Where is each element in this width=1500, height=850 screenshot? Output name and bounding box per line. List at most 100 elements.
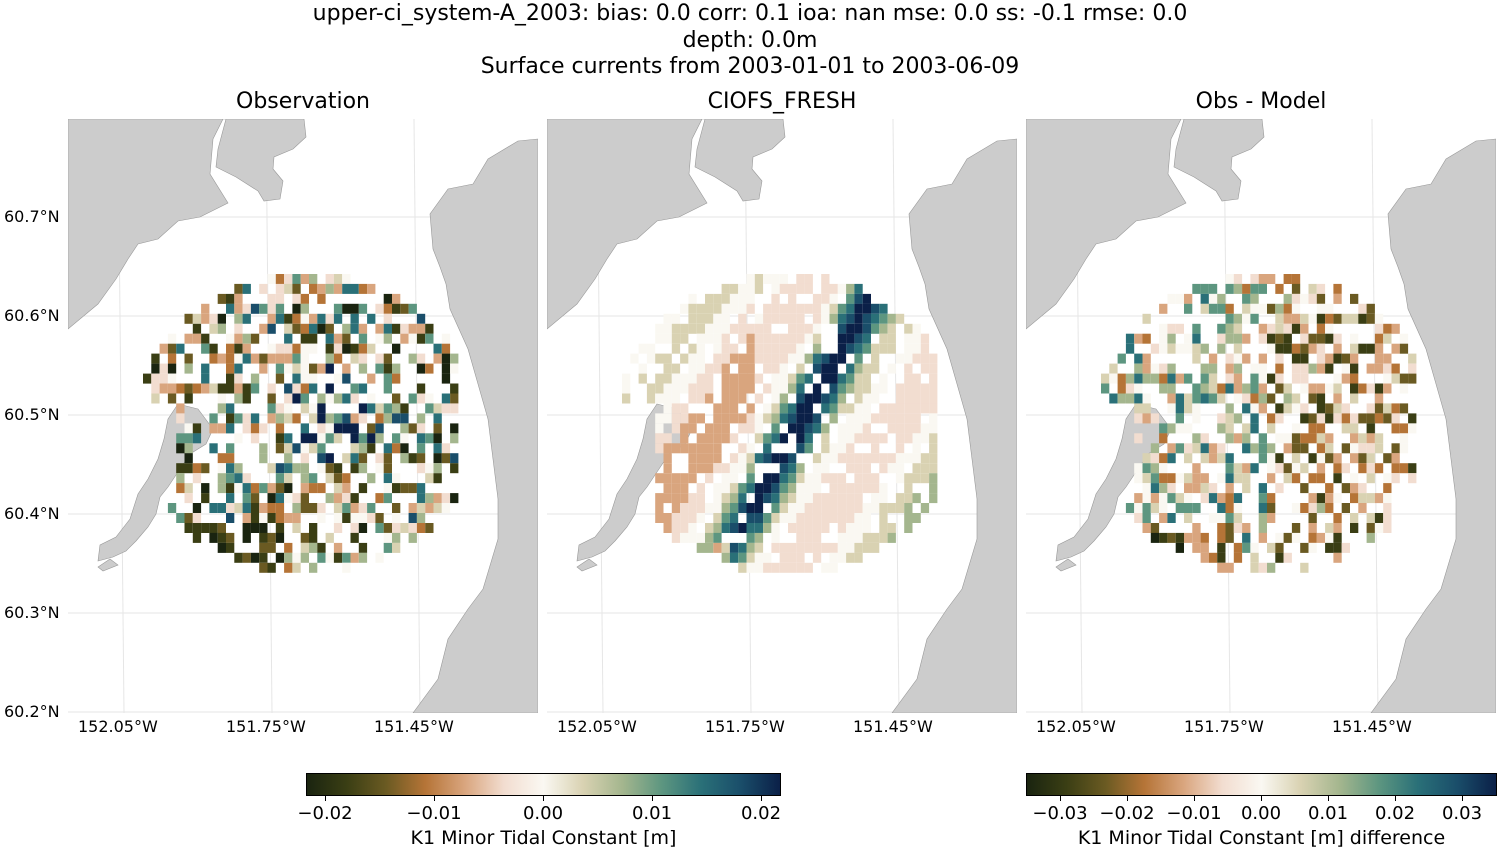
heatmap-cell — [292, 562, 301, 573]
x-tick-label: 151.75°W — [226, 717, 306, 736]
heatmap-cell — [754, 423, 764, 434]
heatmap-cell — [1291, 443, 1301, 454]
heatmap-cell — [259, 513, 268, 523]
heatmap-cell — [1184, 453, 1193, 464]
heatmap-cell — [721, 333, 730, 344]
heatmap-cell — [854, 283, 863, 294]
heatmap-cell — [1134, 503, 1143, 513]
heatmap-cell — [358, 433, 368, 444]
heatmap-cell — [821, 542, 830, 553]
heatmap-cell — [292, 323, 301, 334]
heatmap-cell — [1242, 383, 1251, 394]
heatmap-cell — [1159, 323, 1168, 334]
heatmap-cell — [217, 323, 226, 334]
heatmap-cell — [879, 483, 888, 494]
heatmap-cell — [663, 393, 672, 404]
heatmap-cell — [771, 433, 780, 444]
heatmap-cell — [680, 523, 689, 533]
heatmap-cell — [663, 443, 672, 454]
heatmap-cell — [1242, 483, 1251, 494]
heatmap-cell — [663, 493, 672, 504]
heatmap-cell — [275, 403, 285, 414]
heatmap-cell — [663, 473, 672, 484]
heatmap-cell — [713, 363, 722, 374]
heatmap-cell — [846, 443, 855, 454]
heatmap-cell — [1374, 493, 1384, 504]
heatmap-cell — [317, 393, 326, 404]
heatmap-cell — [184, 333, 193, 344]
heatmap-cell — [1391, 363, 1400, 374]
heatmap-cell — [201, 343, 210, 354]
heatmap-cell — [358, 463, 368, 474]
heatmap-cell — [837, 503, 847, 513]
heatmap-cell — [159, 343, 168, 354]
heatmap-cell — [1175, 443, 1184, 454]
heatmap-cell — [1225, 313, 1234, 324]
heatmap-cell — [1217, 343, 1226, 354]
heatmap-cell — [1175, 393, 1184, 404]
heatmap-cell — [184, 393, 193, 404]
heatmap-cell — [209, 503, 218, 513]
heatmap-cell — [1242, 293, 1251, 304]
heatmap-cell — [1192, 523, 1201, 533]
heatmap-cell — [680, 473, 689, 484]
heatmap-cell — [846, 503, 855, 513]
heatmap-cell — [1233, 413, 1243, 424]
heatmap-cell — [1267, 373, 1276, 384]
heatmap-cell — [1333, 293, 1342, 304]
heatmap-cell — [383, 313, 392, 324]
heatmap-cell — [159, 373, 168, 384]
heatmap-cell — [895, 353, 905, 364]
heatmap-cell — [1217, 413, 1226, 424]
heatmap-cell — [416, 413, 426, 424]
heatmap-cell — [226, 453, 235, 464]
colorbar-tick-label: 0.02 — [1374, 803, 1416, 824]
heatmap-cell — [1333, 542, 1342, 553]
heatmap-cell — [1358, 413, 1367, 424]
heatmap-cell — [754, 503, 764, 513]
heatmap-cell — [375, 303, 384, 314]
heatmap-cell — [1308, 363, 1317, 374]
heatmap-cell — [895, 423, 905, 434]
heatmap-cell — [1200, 303, 1209, 314]
heatmap-cell — [1300, 323, 1309, 334]
heatmap-cell — [680, 433, 689, 444]
heatmap-cell — [1341, 403, 1350, 414]
heatmap-cell — [1217, 503, 1226, 513]
heatmap-cell — [242, 503, 251, 513]
heatmap-cell — [416, 523, 426, 533]
heatmap-cell — [1258, 383, 1267, 394]
heatmap-cell — [887, 333, 896, 344]
heatmap-cell — [738, 483, 747, 494]
heatmap-cell — [622, 383, 631, 394]
heatmap-cell — [226, 423, 235, 434]
heatmap-cell — [184, 423, 193, 434]
heatmap-cell — [1350, 343, 1359, 354]
heatmap-cell — [1383, 383, 1392, 394]
heatmap-cell — [1333, 373, 1342, 384]
heatmap-cell — [1333, 283, 1342, 294]
heatmap-cell — [837, 433, 847, 444]
heatmap-cell — [350, 343, 359, 354]
heatmap-cell — [821, 493, 830, 504]
heatmap-cell — [1325, 503, 1334, 513]
heatmap-cell — [1283, 473, 1292, 484]
heatmap-cell — [746, 552, 755, 563]
heatmap-cell — [837, 283, 847, 294]
heatmap-cell — [416, 513, 426, 523]
heatmap-cell — [209, 383, 218, 394]
heatmap-cell — [1358, 303, 1367, 314]
heatmap-cell — [1192, 333, 1201, 344]
heatmap-cell — [1291, 353, 1301, 364]
heatmap-cell — [696, 413, 705, 424]
heatmap-cell — [1291, 423, 1301, 434]
heatmap-cell — [788, 283, 797, 294]
heatmap-cell — [912, 383, 921, 394]
heatmap-cell — [655, 493, 664, 504]
heatmap-cell — [1275, 542, 1284, 553]
heatmap-cell — [829, 413, 838, 424]
heatmap-cell — [663, 353, 672, 364]
heatmap-cell — [226, 293, 235, 304]
heatmap-cell — [920, 423, 930, 434]
heatmap-cell — [1184, 473, 1193, 484]
